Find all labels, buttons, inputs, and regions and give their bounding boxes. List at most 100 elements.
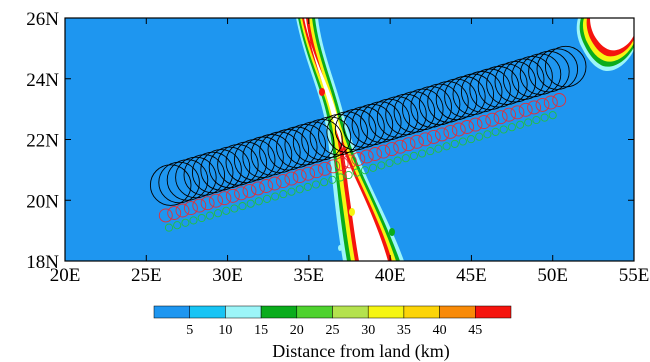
track-circle — [205, 211, 214, 220]
track-circle — [279, 190, 288, 199]
track-circle — [477, 66, 520, 108]
x-tick-label: 30E — [212, 265, 243, 286]
track-circle — [385, 158, 394, 168]
track-circle — [548, 111, 557, 120]
latitude-axis: 18N 20N 22N 24N 26N — [26, 9, 634, 273]
track-circle — [301, 166, 316, 181]
track-circle — [519, 53, 562, 95]
x-tick-label: 20E — [50, 265, 81, 286]
track-circle — [532, 115, 541, 125]
track-circle — [499, 125, 508, 134]
coast-band-red — [302, 18, 392, 261]
track-circle — [192, 198, 207, 213]
track-circle — [535, 97, 550, 112]
track-circles — [149, 45, 587, 232]
colorbar-tick-label: 15 — [254, 323, 268, 338]
track-circle — [254, 197, 263, 206]
track-circle — [158, 161, 200, 204]
track-circle — [450, 139, 459, 148]
track-circle — [167, 206, 182, 220]
track-circle — [401, 154, 410, 163]
track-circle — [409, 151, 418, 160]
colorbar-swatch — [403, 305, 440, 319]
track-circle — [344, 170, 353, 180]
track-circle — [213, 209, 223, 218]
track-circle — [166, 159, 209, 201]
track-circle — [418, 83, 461, 126]
track-circle — [502, 107, 516, 122]
track-circle — [328, 175, 337, 184]
track-circle — [284, 171, 299, 186]
track-circle — [343, 106, 385, 148]
x-tick-label: 35E — [294, 265, 325, 286]
x-tick-label: 45E — [456, 265, 487, 286]
patch-land-core — [590, 18, 634, 51]
track-circle — [309, 164, 324, 179]
track-circle — [402, 88, 444, 131]
track-circle — [351, 103, 394, 146]
track-circle — [468, 117, 483, 132]
red-sea-land-core — [304, 18, 388, 261]
track-circle — [485, 112, 500, 127]
track-circle — [250, 181, 265, 196]
track-circle — [540, 113, 549, 122]
track-circle — [250, 134, 293, 176]
colorbar-tick-label: 25 — [326, 323, 340, 338]
track-circle — [435, 127, 449, 142]
colorbar: 5 10 15 20 25 30 35 40 45 — [153, 305, 512, 338]
track-circle — [189, 216, 198, 225]
y-tick-label: 22N — [26, 131, 59, 152]
track-circle — [434, 144, 443, 153]
track-circle — [502, 58, 545, 100]
track-circle — [217, 144, 259, 186]
track-circle — [368, 98, 410, 141]
track-circle — [460, 71, 503, 113]
track-circle — [334, 108, 377, 151]
track-circle — [175, 156, 217, 199]
track-circle — [451, 122, 466, 137]
track-circle — [443, 124, 458, 139]
colorbar-swatch — [367, 305, 405, 319]
track-circle — [384, 142, 399, 157]
track-circle — [369, 163, 378, 172]
track-circle — [524, 118, 533, 127]
track-circle — [360, 101, 402, 143]
track-circle — [222, 206, 231, 215]
track-circle — [259, 131, 301, 174]
longitude-axis: 20E 25E 30E 35E 40E 45E 50E 55E — [50, 18, 649, 286]
track-circle — [158, 208, 173, 223]
track-circle — [238, 202, 247, 211]
track-circle — [191, 151, 234, 194]
track-circle — [507, 123, 516, 132]
coast-fleck — [319, 88, 325, 96]
track-circle — [320, 178, 329, 187]
y-tick-label: 18N — [26, 252, 59, 273]
track-circle — [295, 185, 304, 194]
colorbar-swatch — [439, 305, 476, 319]
track-circle — [351, 152, 366, 166]
y-tick-label: 20N — [26, 191, 59, 212]
track-circle — [393, 91, 436, 133]
track-circle — [242, 136, 284, 179]
track-circle — [511, 55, 553, 98]
track-circle — [376, 144, 391, 159]
track-circle — [183, 201, 198, 216]
track-circle — [276, 174, 290, 189]
colorbar-tick-label: 45 — [468, 323, 482, 338]
track-circle — [510, 105, 525, 120]
track-circle — [175, 203, 190, 218]
colorbar-tick-label: 35 — [397, 323, 411, 338]
track-circle — [225, 141, 268, 184]
track-circle — [259, 179, 274, 193]
track-circle — [426, 129, 441, 144]
track-circle — [385, 93, 427, 136]
track-circle — [230, 204, 239, 213]
track-circle — [426, 147, 435, 156]
map-plot-area — [65, 18, 634, 261]
track-circle — [528, 50, 570, 93]
track-circle — [233, 139, 276, 181]
colorbar-swatch — [332, 305, 369, 319]
track-circle — [494, 60, 537, 103]
track-circle — [217, 191, 232, 206]
